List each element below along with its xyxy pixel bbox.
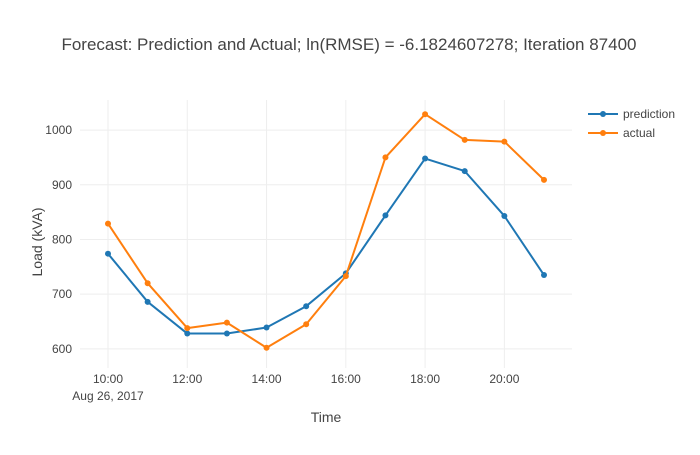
series-line-prediction	[107, 157, 545, 335]
legend-item-prediction[interactable]: prediction	[588, 107, 675, 121]
x-tick-label: 16:00	[331, 372, 361, 386]
data-point-prediction[interactable]	[422, 155, 429, 162]
x-axis-label: Time	[311, 409, 342, 425]
chart-title: Forecast: Prediction and Actual; ln(RMSE…	[61, 35, 636, 54]
y-tick-labels: 600 700 800 900 1000	[45, 123, 72, 356]
x-tick-label: 20:00	[489, 372, 519, 386]
legend-label: actual	[623, 126, 655, 140]
series-line-actual	[107, 113, 545, 349]
data-point-actual[interactable]	[342, 273, 349, 280]
x-tick-labels: 10:00 12:00 14:00 16:00 18:00 20:00	[93, 372, 520, 386]
x-tick-label: 12:00	[172, 372, 202, 386]
data-point-actual[interactable]	[184, 325, 191, 332]
data-point-prediction[interactable]	[144, 298, 151, 305]
data-point-actual[interactable]	[541, 176, 547, 183]
data-point-actual[interactable]	[263, 344, 270, 351]
data-point-prediction[interactable]	[501, 212, 508, 219]
data-point-actual[interactable]	[422, 111, 429, 118]
data-point-prediction[interactable]	[184, 330, 191, 337]
x-tick-label: 18:00	[410, 372, 440, 386]
series-group	[105, 111, 547, 351]
x-tick-label: 14:00	[252, 372, 282, 386]
y-tick-label: 1000	[45, 123, 72, 137]
data-point-actual[interactable]	[501, 138, 508, 145]
y-axis-label: Load (kVA)	[29, 208, 45, 277]
y-tick-label: 900	[52, 178, 72, 192]
data-point-prediction[interactable]	[541, 272, 547, 279]
data-point-prediction[interactable]	[303, 303, 310, 310]
y-tick-label: 600	[52, 342, 72, 356]
data-point-actual[interactable]	[223, 319, 230, 326]
data-point-actual[interactable]	[105, 220, 111, 227]
legend-marker-icon	[600, 130, 606, 136]
data-point-prediction[interactable]	[263, 324, 270, 331]
data-point-prediction[interactable]	[461, 168, 468, 175]
x-date-label: Aug 26, 2017	[72, 389, 144, 403]
grid-lines	[80, 100, 572, 368]
data-point-prediction[interactable]	[382, 212, 389, 219]
series-actual	[105, 111, 547, 351]
legend-label: prediction	[623, 107, 675, 121]
legend-marker-icon	[600, 111, 606, 117]
data-point-actual[interactable]	[144, 280, 151, 287]
x-tick-label: 10:00	[93, 372, 123, 386]
data-point-actual[interactable]	[382, 154, 389, 161]
data-point-prediction[interactable]	[105, 250, 111, 257]
data-point-actual[interactable]	[303, 321, 310, 328]
data-point-actual[interactable]	[461, 136, 468, 143]
legend[interactable]: prediction actual	[588, 107, 675, 140]
y-tick-label: 800	[52, 232, 72, 246]
legend-item-actual[interactable]: actual	[588, 126, 655, 140]
data-point-prediction[interactable]	[223, 330, 230, 337]
y-tick-label: 700	[52, 287, 72, 301]
